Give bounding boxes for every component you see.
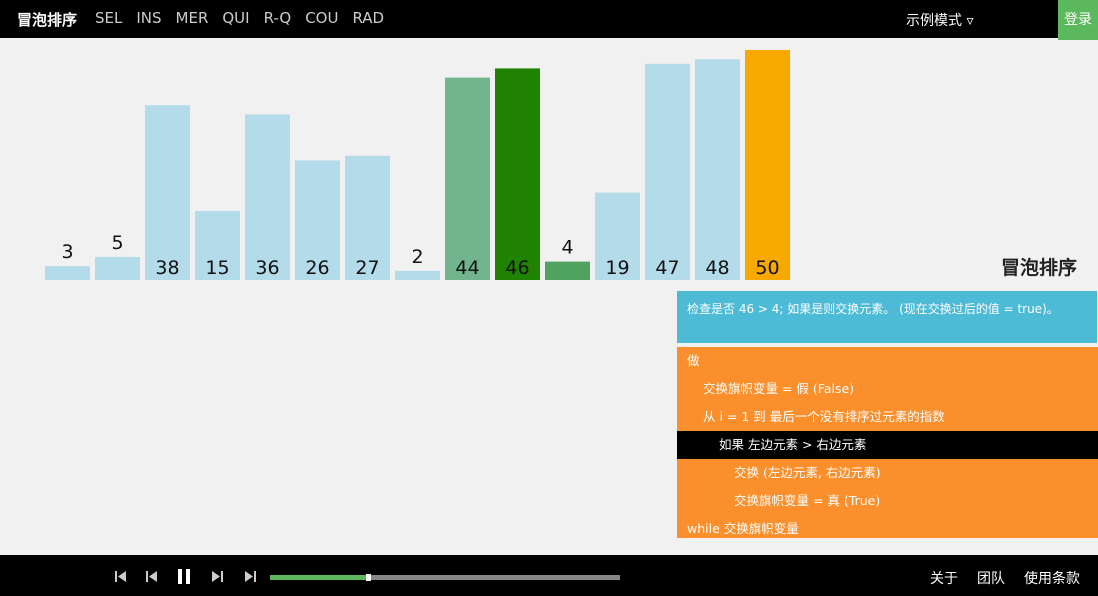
bar-label: 47 — [655, 257, 679, 279]
controls — [115, 569, 620, 584]
bar-label: 3 — [61, 241, 73, 263]
bar — [645, 63, 690, 280]
bottom-bar: 关于 团队 使用条款 — [0, 555, 1098, 596]
bar-label: 2 — [411, 246, 423, 268]
bar-label: 19 — [605, 257, 629, 279]
bar-label: 36 — [255, 257, 279, 279]
footer-link[interactable]: 团队 — [977, 571, 1005, 587]
bar-label: 48 — [705, 257, 729, 279]
code-line: while 交换旗帜变量 — [687, 521, 799, 536]
bar — [145, 105, 190, 280]
top-bar: 冒泡排序 SEL INS MER QUI R-Q COU RAD 示例模式 ▿ 登录 — [0, 0, 1098, 40]
status-panel: 检查是否 46 > 4; 如果是则交换元素。 (现在交换过后的值 = true)… — [677, 291, 1097, 343]
bar — [45, 266, 90, 280]
bar-label: 50 — [755, 257, 779, 279]
progress-handle[interactable] — [366, 574, 371, 581]
prev-button[interactable] — [146, 571, 157, 582]
nav-item[interactable]: MER — [175, 9, 209, 27]
code-line: 做 — [687, 353, 700, 368]
bar — [295, 160, 340, 280]
nav-item[interactable]: QUI — [222, 9, 250, 27]
bar-label: 5 — [111, 232, 123, 254]
bar — [95, 257, 140, 280]
bar-area: 3 5 38 15 36 26 27 2 44 46 4 19 47 48 50 — [45, 50, 790, 281]
bar — [245, 114, 290, 281]
nav-item[interactable]: INS — [136, 9, 162, 27]
bar-label: 26 — [305, 257, 329, 279]
code-panel: 做 交换旗帜变量 = 假 (False) 从 i = 1 到 最后一个没有排序过… — [677, 347, 1098, 538]
brand[interactable]: 冒泡排序 — [17, 11, 78, 29]
bar-label: 46 — [505, 257, 529, 279]
mode-label[interactable]: 示例模式 — [906, 13, 962, 29]
bar — [695, 59, 740, 281]
bar-label: 27 — [355, 257, 379, 279]
nav-item[interactable]: COU — [305, 9, 339, 27]
pause-button[interactable] — [178, 569, 190, 584]
code-line: 如果 左边元素 > 右边元素 — [677, 431, 1098, 459]
footer-link[interactable]: 关于 — [930, 571, 958, 587]
bar-label: 15 — [205, 257, 229, 279]
bar — [745, 50, 790, 280]
code-line: 交换旗帜变量 = 假 (False) — [703, 381, 855, 396]
footer-link[interactable]: 使用条款 — [1024, 571, 1080, 587]
progress-fill — [270, 575, 366, 580]
first-button[interactable] — [115, 571, 126, 582]
nav-items: SEL INS MER QUI R-Q COU RAD — [95, 9, 384, 27]
bar — [345, 155, 390, 280]
bar — [595, 192, 640, 280]
bar — [195, 211, 240, 280]
mode-menu[interactable]: 示例模式 ▿ — [906, 13, 974, 29]
nav-item[interactable]: R-Q — [263, 9, 292, 27]
bar — [445, 77, 490, 280]
nav-item[interactable]: RAD — [352, 9, 385, 27]
code-line: 从 i = 1 到 最后一个没有排序过元素的指数 — [703, 409, 945, 424]
bar-label: 44 — [455, 257, 479, 279]
login-button[interactable]: 登录 — [1058, 0, 1098, 40]
code-line: 交换 (左边元素, 右边元素) — [734, 465, 881, 480]
bar-label: 4 — [561, 237, 573, 259]
nav-item[interactable]: SEL — [95, 9, 123, 27]
code-line: 交换旗帜变量 = 真 (True) — [734, 493, 881, 508]
last-button[interactable] — [245, 571, 256, 582]
progress-track[interactable] — [270, 575, 620, 580]
side-title: 冒泡排序 — [1001, 257, 1078, 279]
bar — [395, 270, 440, 280]
bar — [545, 261, 590, 280]
next-button[interactable] — [212, 571, 223, 582]
bar-label: 38 — [155, 257, 179, 279]
bar — [495, 68, 540, 281]
footer-links: 关于 团队 使用条款 — [930, 568, 1080, 588]
